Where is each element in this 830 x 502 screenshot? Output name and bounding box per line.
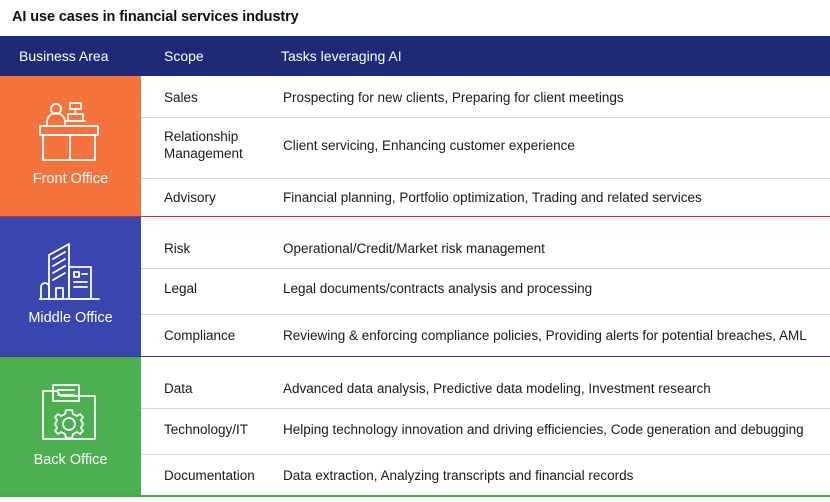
table-row: Sales Prospecting for new clients, Prepa… bbox=[141, 76, 830, 117]
table-row: Compliance Reviewing & enforcing complia… bbox=[141, 314, 830, 357]
scope-cell: Sales bbox=[164, 90, 198, 105]
folder-gear-icon bbox=[42, 384, 96, 440]
scope-cell: Compliance bbox=[164, 328, 236, 343]
table-row: Legal Legal documents/contracts analysis… bbox=[141, 268, 830, 314]
table-row: Technology/IT Helping technology innovat… bbox=[141, 408, 830, 454]
reception-desk-icon bbox=[39, 102, 99, 161]
scope-cell: Advisory bbox=[164, 190, 216, 205]
table-row: Data Advanced data analysis, Predictive … bbox=[141, 357, 830, 408]
table-row: Relationship Management Client servicing… bbox=[141, 117, 830, 178]
task-cell: Advanced data analysis, Predictive data … bbox=[283, 381, 711, 396]
back-office-label: Back Office bbox=[33, 452, 108, 468]
header-tasks: Tasks leveraging AI bbox=[281, 48, 402, 64]
task-cell: Operational/Credit/Market risk managemen… bbox=[283, 241, 545, 256]
scope-cell: Technology/IT bbox=[164, 422, 249, 437]
header-business-area: Business Area bbox=[19, 48, 109, 64]
table-row: Documentation Data extraction, Analyzing… bbox=[141, 454, 830, 495]
back-office-cell: Back Office bbox=[0, 357, 141, 495]
header-scope: Scope bbox=[164, 48, 204, 64]
page-title: AI use cases in financial services indus… bbox=[12, 9, 299, 25]
task-cell: Financial planning, Portfolio optimizati… bbox=[283, 190, 702, 205]
office-building-icon bbox=[39, 243, 100, 300]
scope-cell: Data bbox=[164, 381, 193, 396]
scope-cell: Documentation bbox=[164, 468, 255, 483]
task-cell: Client servicing, Enhancing customer exp… bbox=[283, 138, 575, 153]
front-office-group: Front Office Sales Prospecting for new c… bbox=[0, 76, 830, 217]
table-row: Advisory Financial planning, Portfolio o… bbox=[141, 178, 830, 217]
task-cell: Reviewing & enforcing compliance policie… bbox=[283, 328, 807, 343]
middle-office-cell: Middle Office bbox=[0, 217, 141, 356]
scope-cell: Risk bbox=[164, 241, 191, 256]
front-office-label: Front Office bbox=[32, 171, 109, 187]
scope-cell: Legal bbox=[164, 281, 198, 296]
front-office-cell: Front Office bbox=[0, 76, 141, 216]
scope-cell: Relationship Management bbox=[164, 129, 243, 161]
middle-office-label: Middle Office bbox=[28, 310, 113, 326]
task-cell: Legal documents/contracts analysis and p… bbox=[283, 281, 593, 296]
middle-office-group: Middle Office Risk Operational/Credit/Ma… bbox=[0, 217, 830, 357]
table-header: Business Area Scope Tasks leveraging AI bbox=[0, 36, 830, 76]
back-office-group: Back Office Data Advanced data analysis,… bbox=[0, 357, 830, 497]
task-cell: Data extraction, Analyzing transcripts a… bbox=[283, 468, 634, 483]
task-cell: Prospecting for new clients, Preparing f… bbox=[283, 90, 624, 105]
table-row: Risk Operational/Credit/Market risk mana… bbox=[141, 217, 830, 268]
task-cell: Helping technology innovation and drivin… bbox=[283, 422, 804, 437]
